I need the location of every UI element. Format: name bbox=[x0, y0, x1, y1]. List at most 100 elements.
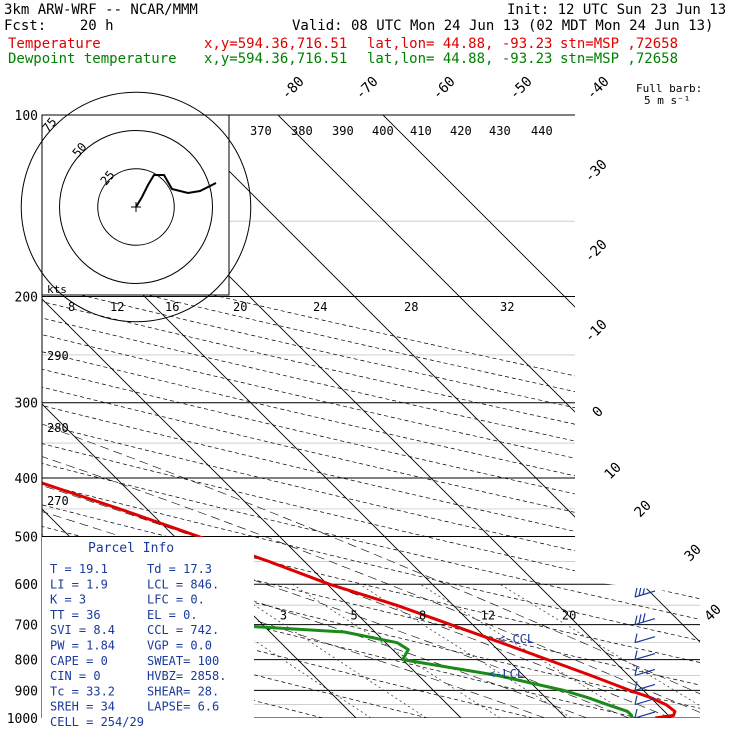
parcel-info-right-5: VGP = 0.0 bbox=[147, 639, 212, 653]
isotherm-label--80: -80 bbox=[279, 74, 308, 103]
isobar-label-300: 300 bbox=[15, 397, 38, 412]
wind-barb-staff bbox=[634, 590, 656, 598]
temperature-legend: Temperature bbox=[8, 36, 101, 52]
wind-barb-staff bbox=[634, 254, 656, 263]
hodograph-inset bbox=[20, 91, 252, 323]
barb-legend-line2: 5 m s⁻¹ bbox=[644, 94, 690, 107]
parcel-info-left-3: TT = 36 bbox=[50, 608, 101, 622]
dry-adiabat-410 bbox=[42, 115, 700, 718]
barb-legend-line1: Full barb: bbox=[636, 82, 702, 95]
isotherm-label--20: -20 bbox=[582, 237, 611, 266]
isotherm-50 bbox=[382, 115, 700, 718]
hodo-speed-label-16: 16 bbox=[165, 300, 179, 314]
wind-barb-staff bbox=[634, 391, 656, 399]
parcel-info-left-7: CIN = 0 bbox=[50, 669, 101, 683]
moist-adiabat-16 bbox=[42, 296, 630, 718]
parcel-info-left-5: PW = 1.84 bbox=[50, 639, 115, 653]
isobar-label-800: 800 bbox=[15, 654, 38, 669]
theta-label-390: 390 bbox=[332, 124, 354, 138]
isotherm-label--60: -60 bbox=[430, 74, 459, 103]
temperature-xy: x,y=594.36,716.51 bbox=[204, 36, 348, 52]
dry-adiabat-290 bbox=[42, 115, 638, 718]
isotherm-label--40: -40 bbox=[584, 74, 613, 103]
mixing-ratio-label: 12 bbox=[481, 609, 495, 623]
wind-barb-flag bbox=[638, 586, 642, 596]
isotherm-label--30: -30 bbox=[582, 157, 611, 186]
isotherm-label-0: 0 bbox=[590, 404, 607, 421]
theta-label-400: 400 bbox=[372, 124, 394, 138]
wind-barb-flag bbox=[634, 335, 638, 345]
valid-time: Valid: 08 UTC Mon 24 Jun 13 (02 MDT Mon … bbox=[292, 18, 714, 34]
dry-adiabat-300 bbox=[42, 115, 700, 718]
wind-barb-flag bbox=[638, 219, 642, 229]
wind-barb-flag bbox=[634, 633, 638, 643]
wind-barb-staff bbox=[634, 683, 656, 691]
dewpoint-legend: Dewpoint temperature bbox=[8, 51, 177, 67]
wind-barb-staff bbox=[634, 223, 656, 231]
wind-barb-staff bbox=[634, 443, 656, 452]
theta-label-290: 290 bbox=[47, 349, 69, 363]
wind-barb-staff bbox=[634, 668, 656, 677]
hodograph-ring-25 bbox=[97, 168, 175, 246]
temperature-station: stn=MSP ,72658 bbox=[560, 36, 679, 52]
wind-barb-flag bbox=[634, 280, 638, 291]
parcel-info-right-1: LCL = 846. bbox=[147, 577, 219, 591]
hodograph-units: kts bbox=[47, 283, 67, 296]
model-title: 3km ARW-WRF -- NCAR/MMM bbox=[4, 2, 198, 18]
theta-label-280: 280 bbox=[47, 421, 69, 435]
wind-barb-staff bbox=[634, 283, 656, 291]
parcel-info-right-7: HVBZ= 2858. bbox=[147, 669, 226, 683]
isotherm-label-20: 20 bbox=[632, 498, 655, 521]
wind-barb-flag bbox=[634, 389, 638, 399]
theta-label-380: 380 bbox=[291, 124, 313, 138]
theta-label-410: 410 bbox=[410, 124, 432, 138]
wind-barb-flag bbox=[638, 614, 642, 624]
parcel-info-left-10: CELL = 254/29 bbox=[50, 715, 144, 729]
theta-label-430: 430 bbox=[489, 124, 511, 138]
wind-barb-flag bbox=[634, 306, 638, 316]
hodograph-ring-75 bbox=[20, 91, 252, 323]
parcel-info-left-2: K = 3 bbox=[50, 593, 86, 607]
wind-barb-flag bbox=[634, 708, 638, 718]
parcel-info-left-0: T = 19.1 bbox=[50, 562, 108, 576]
isotherm-label-10: 10 bbox=[602, 460, 625, 483]
wind-barb-staff bbox=[634, 363, 656, 371]
wind-barb-flag bbox=[634, 252, 638, 262]
temperature-profile bbox=[42, 115, 677, 718]
wind-barb-flag bbox=[634, 220, 638, 230]
isotherm--10 bbox=[42, 115, 357, 718]
wind-barb-staff bbox=[634, 145, 656, 153]
mixing-ratio-line-12 bbox=[419, 583, 636, 718]
parcel-info-left-8: Tc = 33.2 bbox=[50, 684, 115, 698]
dry-adiabat-350 bbox=[42, 115, 700, 718]
wind-barb-staff bbox=[634, 618, 656, 626]
parcel-info-right-4: CCL = 742. bbox=[147, 623, 219, 637]
wind-barb-flag bbox=[634, 681, 638, 691]
forecast-hour: Fcst: 20 h bbox=[4, 18, 114, 34]
wind-barb-flag bbox=[638, 333, 642, 344]
hodo-speed-label-8: 8 bbox=[68, 300, 75, 314]
hodo-speed-label-24: 24 bbox=[313, 300, 327, 314]
wind-barb-staff bbox=[634, 490, 656, 498]
wind-barb-flag bbox=[638, 531, 642, 541]
dry-adiabat-460 bbox=[42, 115, 700, 718]
wind-barb-staff bbox=[634, 468, 656, 476]
wind-barb-flag bbox=[634, 532, 638, 542]
wind-barb-flag bbox=[642, 585, 646, 595]
dewpoint-xy: x,y=594.36,716.51 bbox=[204, 51, 348, 67]
parcel-info-right-9: LAPSE= 6.6 bbox=[147, 700, 219, 714]
isobar-label-500: 500 bbox=[15, 530, 38, 545]
hodograph-ring-50 bbox=[59, 130, 213, 284]
wind-barb-staff bbox=[634, 337, 656, 345]
mixing-ratio-label: 8 bbox=[419, 609, 426, 623]
wind-barb-flag bbox=[634, 418, 638, 428]
wind-barb-flag bbox=[634, 695, 638, 705]
wind-barb-flag bbox=[634, 666, 638, 676]
parcel-info-title: Parcel Info bbox=[88, 541, 174, 556]
dewpoint-profile bbox=[42, 115, 634, 718]
wind-barb-flag bbox=[634, 184, 638, 194]
wind-barb-flag bbox=[642, 554, 646, 564]
isobar-label-200: 200 bbox=[15, 291, 38, 306]
wind-barb-flag bbox=[638, 305, 642, 315]
theta-label-370: 370 bbox=[250, 124, 272, 138]
